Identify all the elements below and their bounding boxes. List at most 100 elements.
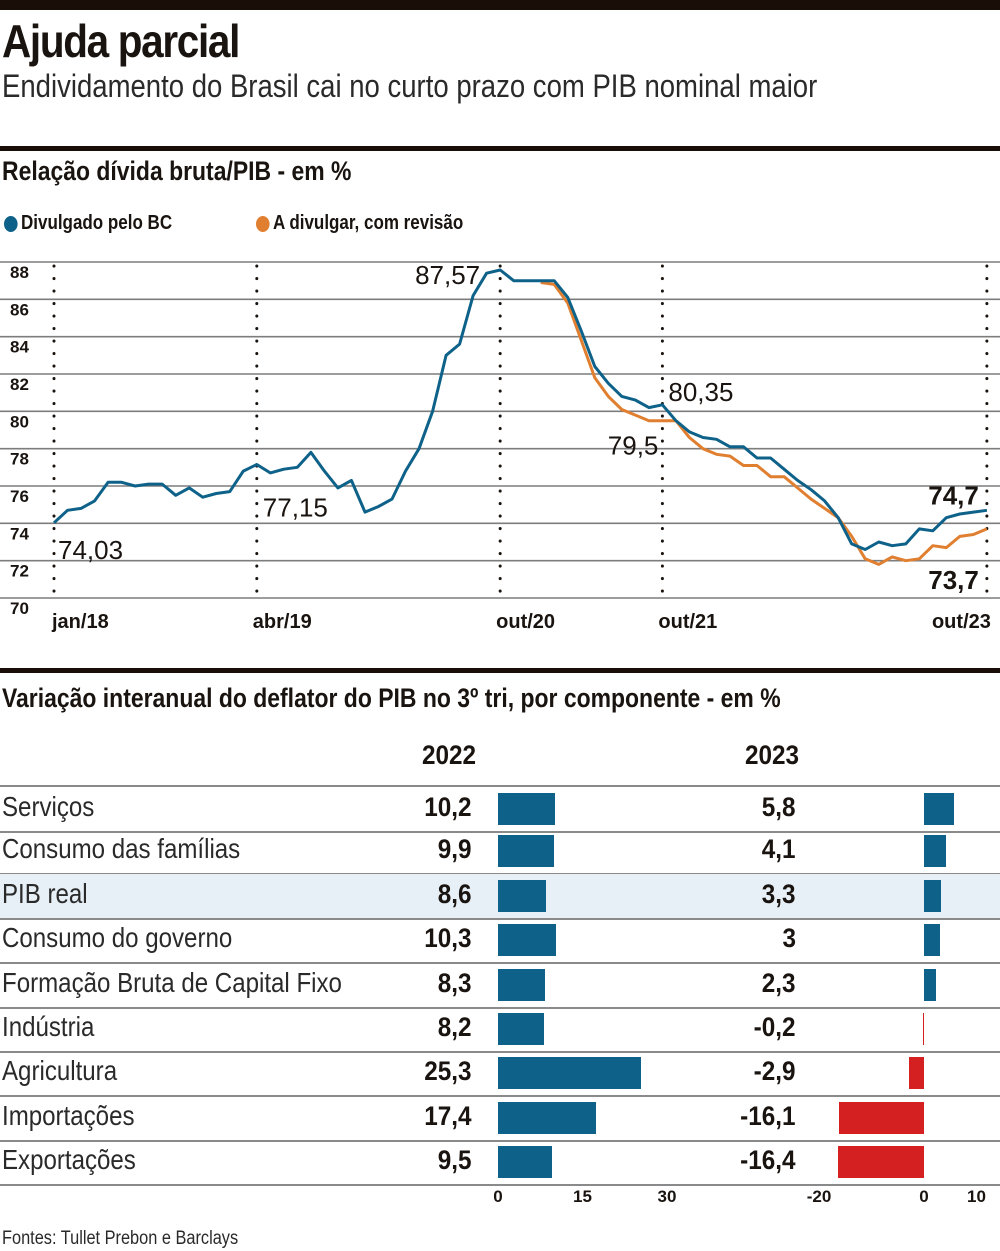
bar-2023 — [908, 1057, 924, 1090]
data-label: 74,7 — [928, 480, 979, 510]
y-tick-label: 84 — [10, 338, 29, 357]
x-tick-label: out/20 — [496, 611, 555, 633]
category-label: Formação Bruta de Capital Fixo — [2, 966, 342, 998]
value-2022: 8,2 — [438, 1012, 472, 1042]
value-2023: -2,9 — [754, 1056, 796, 1087]
table-row: PIB real 8,6 3,3 — [0, 873, 1000, 920]
x-tick-label: 15 — [573, 1187, 592, 1206]
data-label: 73,7 — [928, 565, 979, 595]
category-label: Importações — [2, 1099, 135, 1131]
value-2022: 9,9 — [438, 834, 472, 865]
column-header-2022: 2022 — [422, 740, 477, 770]
page-title: Ajuda parcial — [2, 15, 240, 67]
category-label: Serviços — [2, 791, 95, 822]
table-row: Consumo das famílias 9,9 4,1 — [0, 829, 1000, 876]
y-tick-label: 86 — [10, 300, 29, 319]
value-2023: 2,3 — [762, 967, 796, 998]
series-line — [52, 268, 988, 551]
legend-dot-orange-icon — [256, 215, 270, 232]
bar-2022 — [498, 968, 545, 1001]
data-label: 74,03 — [58, 535, 123, 565]
section-rule — [0, 668, 1000, 673]
bar-2022 — [498, 924, 557, 957]
data-label: 87,57 — [415, 260, 480, 290]
bar-2022 — [498, 879, 547, 912]
bar-2023 — [924, 835, 946, 868]
category-label: Consumo das famílias — [2, 833, 241, 865]
data-label: 77,15 — [263, 493, 328, 523]
value-2022: 10,2 — [424, 792, 472, 822]
value-2022: 10,3 — [424, 923, 472, 954]
table-row: Agricultura 25,3 -2,9 — [0, 1051, 1000, 1098]
bar-chart-title: Variação interanual do deflator do PIB n… — [2, 683, 781, 713]
y-tick-label: 82 — [10, 375, 29, 394]
section-rule — [0, 146, 1000, 151]
bar-2022 — [498, 1146, 552, 1179]
table-row: Formação Bruta de Capital Fixo 8,3 2,3 — [0, 963, 1000, 1009]
x-tick-label: out/21 — [658, 611, 717, 633]
legend-item-bc: Divulgado pelo BC — [4, 212, 172, 235]
bar-2022 — [498, 793, 556, 825]
bar-2022 — [498, 1101, 597, 1134]
line-chart-title: Relação dívida bruta/PIB - em % — [2, 156, 352, 186]
x-tick-label: -20 — [806, 1187, 832, 1206]
category-label: Indústria — [2, 1011, 95, 1042]
page-subtitle: Endividamento do Brasil cai no curto pra… — [2, 68, 818, 104]
column-header-2023: 2023 — [745, 740, 800, 770]
data-label: 79,5 — [608, 431, 659, 461]
bar-2023 — [924, 968, 937, 1001]
value-2022: 25,3 — [424, 1056, 472, 1087]
value-2023: 5,8 — [762, 792, 796, 822]
x-tick-label: jan/18 — [51, 611, 109, 633]
bar-2023 — [924, 924, 940, 957]
y-tick-label: 80 — [10, 412, 29, 431]
table-row: Indústria 8,2 -0,2 — [0, 1007, 1000, 1053]
bar-2023 — [837, 1146, 924, 1179]
y-tick-label: 70 — [10, 599, 29, 618]
y-tick-label: 72 — [10, 562, 29, 581]
bar-2022 — [498, 1057, 641, 1090]
value-2023: -16,4 — [740, 1145, 796, 1176]
value-2022: 8,6 — [438, 878, 472, 909]
value-2023: -0,2 — [754, 1012, 796, 1042]
line-chart: 74,03 77,15 87,57 80,35 79,5 74,7 73,7 88 86 84 8… — [0, 260, 1000, 633]
table-row: Serviços 10,2 5,8 — [0, 785, 1000, 833]
category-label: PIB real — [2, 877, 88, 909]
value-2023: 3 — [782, 923, 796, 954]
legend-label: Divulgado pelo BC — [21, 212, 173, 234]
x-tick-label: abr/19 — [253, 611, 312, 633]
bar-2023 — [839, 1101, 924, 1134]
value-2023: 3,3 — [762, 878, 796, 909]
value-2023: 4,1 — [762, 834, 796, 865]
bar-2022 — [498, 835, 554, 868]
legend-dot-blue-icon — [4, 215, 18, 232]
table-row: Consumo do governo 10,3 3 — [0, 918, 1000, 965]
table-row: Exportações 9,5 -16,4 — [0, 1140, 1000, 1187]
source-note: Fontes: Tullet Prebon e Barclays — [2, 1228, 239, 1249]
legend-label: A divulgar, com revisão — [273, 212, 464, 234]
category-label: Agricultura — [2, 1055, 118, 1087]
bar-2022 — [498, 1013, 545, 1045]
x-tick-label: out/23 — [932, 611, 991, 633]
value-2022: 8,3 — [438, 967, 472, 998]
category-label: Exportações — [2, 1144, 136, 1176]
bar-2023 — [924, 879, 942, 912]
y-tick-label: 88 — [10, 263, 29, 282]
value-2022: 9,5 — [438, 1145, 472, 1176]
series-line — [540, 281, 988, 566]
y-tick-label: 74 — [10, 524, 29, 543]
legend-item-revision: A divulgar, com revisão — [256, 212, 463, 235]
data-label: 80,35 — [668, 377, 733, 407]
y-tick-label: 78 — [10, 450, 29, 469]
table-row: Importações 17,4 -16,1 — [0, 1096, 1000, 1142]
x-tick-label: 0 — [493, 1187, 503, 1206]
top-rule — [0, 0, 1000, 10]
category-label: Consumo do governo — [2, 922, 233, 954]
bar-2023 — [922, 1013, 924, 1045]
x-tick-label: 10 — [967, 1187, 986, 1206]
x-tick-label: 30 — [657, 1187, 677, 1206]
y-tick-label: 76 — [10, 487, 29, 506]
bar-2023 — [924, 793, 955, 825]
value-2023: -16,1 — [740, 1100, 796, 1131]
x-tick-label: 0 — [919, 1187, 929, 1206]
